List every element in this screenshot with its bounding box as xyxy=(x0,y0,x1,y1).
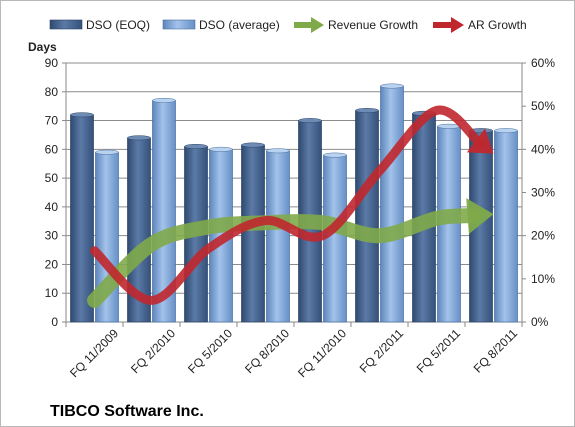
bar-top-dso-average xyxy=(152,97,176,103)
y-tick-label: 60 xyxy=(45,142,59,156)
y2-tick-label: 0% xyxy=(531,315,549,329)
ar-growth-arrowhead xyxy=(466,128,494,154)
series-lines xyxy=(87,105,494,308)
bar-top-dso-average xyxy=(266,148,290,154)
y2-tick-label: 40% xyxy=(531,142,555,156)
x-tick-label: FQ 5/2011 xyxy=(414,326,464,376)
legend-item-dso-average: DSO (average) xyxy=(162,18,280,32)
legend-label-dso-eoq: DSO (EOQ) xyxy=(86,18,150,32)
legend-swatch-dso-eoq xyxy=(49,19,83,30)
x-tick-label: FQ 8/2011 xyxy=(471,326,521,376)
x-tick-label: FQ 11/2010 xyxy=(295,326,349,380)
bar-top-dso-average xyxy=(323,152,347,158)
legend-arrowhead-revenue-growth xyxy=(311,17,324,33)
legend: DSO (EOQ) DSO (average) Revenue Growth A… xyxy=(49,17,527,33)
y-tick-label: 30 xyxy=(45,229,59,243)
bar-dso-eoq xyxy=(241,144,265,323)
bar-top-dso-eoq xyxy=(184,144,208,149)
bar-top-dso-eoq xyxy=(127,135,151,141)
bar-top-dso-average xyxy=(95,149,119,155)
y2-tick-label: 60% xyxy=(531,56,555,70)
y-axis-left: 0 10 20 30 40 50 60 70 80 90 xyxy=(45,56,66,329)
y-tick-label: 90 xyxy=(45,56,59,70)
bar-top-dso-eoq xyxy=(241,142,265,148)
x-axis: FQ 11/2009 FQ 2/2010 FQ 5/2010 FQ 8/2010 FQ … xyxy=(65,322,523,380)
legend-swatch-dso-average xyxy=(162,19,196,30)
bar-top-dso-average xyxy=(494,128,518,134)
y-tick-label: 50 xyxy=(45,171,59,185)
revenue-growth-arrowhead xyxy=(466,198,494,234)
y2-tick-label: 10% xyxy=(531,272,555,286)
y2-tick-label: 30% xyxy=(531,186,555,200)
x-tick-label: FQ 8/2010 xyxy=(242,326,292,376)
y-axis-right: 0% 10% 20% 30% 40% 50% 60% xyxy=(522,56,555,329)
y-tick-label: 80 xyxy=(45,85,59,99)
x-tick-label: FQ 2/2010 xyxy=(128,326,178,376)
bar-top-dso-average xyxy=(209,146,233,152)
plot-area: 0 10 20 30 40 50 60 70 80 90 0% 10% 20% 30% 40% 50% 60%… xyxy=(45,56,556,380)
bar-dso-average xyxy=(323,154,347,323)
legend-label-revenue-growth: Revenue Growth xyxy=(328,18,418,32)
bars xyxy=(70,83,518,323)
bar-dso-eoq xyxy=(355,110,379,323)
legend-item-dso-eoq: DSO (EOQ) xyxy=(49,18,150,32)
bar-dso-eoq xyxy=(70,114,94,323)
bar-dso-average xyxy=(380,85,404,323)
bar-top-dso-average xyxy=(380,83,404,89)
y-tick-label: 20 xyxy=(45,257,59,271)
y-axis-title: Days xyxy=(28,40,57,54)
x-tick-label: FQ 11/2009 xyxy=(67,326,121,380)
legend-label-ar-growth: AR Growth xyxy=(468,18,527,32)
bar-top-dso-eoq xyxy=(70,112,94,118)
ar-growth-line xyxy=(90,105,484,305)
y-tick-label: 40 xyxy=(45,200,59,214)
y-tick-label: 70 xyxy=(45,114,59,128)
bar-top-dso-eoq xyxy=(298,118,322,124)
bar-top-dso-eoq xyxy=(355,108,379,113)
chart-title: TIBCO Software Inc. xyxy=(50,403,204,420)
y2-tick-label: 50% xyxy=(531,99,555,113)
x-tick-label: FQ 5/2010 xyxy=(185,326,235,376)
y-tick-label: 10 xyxy=(45,286,59,300)
legend-arrowhead-ar-growth xyxy=(451,17,464,33)
revenue-growth-line xyxy=(87,208,481,308)
x-tick-label: FQ 2/2011 xyxy=(357,326,407,376)
bar-dso-average xyxy=(266,150,290,323)
legend-item-ar-growth: AR Growth xyxy=(433,17,527,33)
legend-label-dso-average: DSO (average) xyxy=(199,18,280,32)
bar-dso-average xyxy=(494,130,518,323)
y2-tick-label: 20% xyxy=(531,229,555,243)
legend-item-revenue-growth: Revenue Growth xyxy=(294,17,418,33)
y-tick-label: 0 xyxy=(51,315,58,329)
